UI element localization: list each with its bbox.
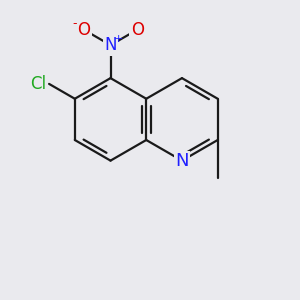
Text: O: O (131, 21, 144, 39)
Text: -: - (73, 17, 77, 30)
Text: O: O (77, 21, 90, 39)
Text: Cl: Cl (31, 75, 46, 93)
Text: N: N (104, 36, 117, 54)
Text: +: + (113, 34, 123, 44)
Text: N: N (175, 152, 189, 169)
